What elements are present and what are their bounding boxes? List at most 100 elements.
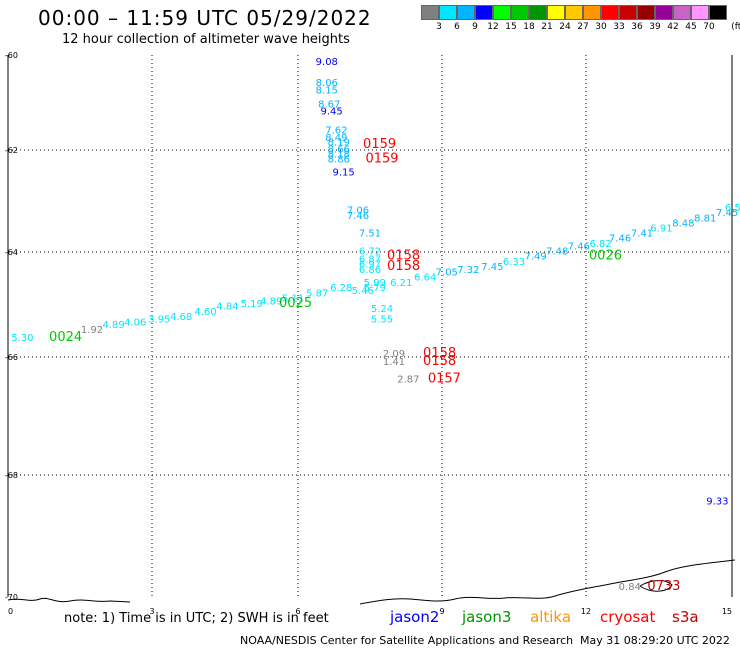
wave-height-label: 7.06 [347, 206, 369, 217]
axis-tick-label: -60 [5, 51, 18, 60]
wave-height-label: 6.87 [359, 254, 381, 265]
axis-tick-label: 12 [581, 607, 591, 616]
wave-height-label: 8.66 [328, 145, 350, 156]
wave-height-label: 7.05 [436, 267, 458, 278]
scale-swatch [655, 5, 673, 20]
wave-height-label: 5.87 [306, 288, 328, 299]
wave-height-label: 8.06 [316, 78, 338, 89]
wave-height-label: 6.82 [589, 239, 611, 250]
axis-tick-label: -66 [5, 353, 18, 362]
scale-label: 42 [667, 22, 679, 32]
wave-height-label: 7.32 [457, 265, 479, 276]
wave-height-label: 7.51 [359, 229, 381, 240]
wave-height-label: 6.91 [650, 224, 672, 235]
satellite-cryosat: cryosat [600, 608, 656, 626]
scale-swatch [547, 5, 565, 20]
pass-time-label: 0026 [589, 249, 622, 264]
scale-label: 12 [487, 22, 499, 32]
axis-tick-label: 6 [295, 607, 300, 616]
wave-height-label: 4.84 [216, 302, 238, 313]
coastline-island [639, 580, 673, 592]
wave-height-label: 7.48 [546, 246, 568, 257]
wave-height-label: 6.72 [359, 246, 381, 257]
wave-height-label: 2.87 [397, 375, 419, 386]
axis-tick-label: -70 [5, 593, 18, 602]
scale-label: 27 [577, 22, 589, 32]
coastline-bottom [7, 597, 131, 603]
footer-note: note: 1) Time is in UTC; 2) SWH is in fe… [64, 611, 329, 626]
wave-height-label: 6.28 [330, 283, 352, 294]
scale-swatch [583, 5, 601, 20]
chart-subtitle: 12 hour collection of altimeter wave hei… [62, 32, 350, 47]
pass-time-label: 0158 [387, 249, 420, 264]
scale-swatch [511, 5, 529, 20]
pass-time-label: 0025 [279, 296, 312, 311]
scale-swatch [457, 5, 475, 20]
scale-label: 24 [559, 22, 571, 32]
scale-label: 36 [631, 22, 643, 32]
satellite-s3a: s3a [672, 608, 699, 626]
scale-label: 30 [595, 22, 607, 32]
wave-height-label: 7.41 [631, 229, 653, 240]
wave-height-label: 1.92 [81, 325, 103, 336]
wave-height-label: 8.49 [325, 133, 347, 144]
scale-label: 18 [523, 22, 535, 32]
wave-height-label: 7.49 [524, 252, 546, 263]
axis-tick-label: 15 [722, 607, 732, 616]
credit-text: NOAA/NESDIS Center for Satellite Applica… [240, 634, 574, 647]
wave-height-label: 2.09 [383, 349, 405, 360]
wave-height-label: 4.06 [124, 317, 146, 328]
scale-label: 3 [436, 22, 442, 32]
wave-height-label: 7.46 [568, 241, 590, 252]
wave-height-label: 6.86 [359, 265, 381, 276]
pass-time-label: 0159 [363, 137, 396, 152]
satellite-jason3: jason3 [462, 608, 512, 626]
wave-height-label: 4.60 [194, 307, 216, 318]
wave-height-labels: 9.08 8.068.15 8.679.45 7.628.498.198.668.18… [11, 57, 740, 594]
wave-height-label: 7.45 [716, 208, 738, 219]
axis-tick-label: -64 [5, 248, 18, 257]
pass-time-label: 0157 [428, 372, 461, 387]
wave-height-label: 4.89 [260, 296, 282, 307]
coastline [7, 559, 736, 605]
coastline-right [359, 559, 736, 605]
wave-height-label: 8.67 [318, 100, 340, 111]
axis-tick-label: 0 [8, 607, 13, 616]
scale-swatch [673, 5, 691, 20]
wave-height-label: 7.46 [347, 211, 369, 222]
scale-label: 33 [613, 22, 625, 32]
scale-swatch [709, 5, 727, 20]
wave-height-label: 9.33 [706, 496, 728, 507]
scale-swatch [601, 5, 619, 20]
satellite-jason2: jason2 [390, 608, 440, 626]
wave-height-label: 9.15 [332, 167, 354, 178]
scale-swatch [565, 5, 583, 20]
wave-height-label: 0.84 [619, 582, 641, 593]
wave-height-label: 5.30 [11, 333, 33, 344]
wave-height-label: 6.21 [390, 278, 412, 289]
wave-height-label: 5.19 [241, 299, 263, 310]
chart-title: 00:00 – 11:59 UTC 05/29/2022 [38, 6, 372, 30]
scale-label: 6 [454, 22, 460, 32]
wave-height-label: 6.97 [359, 260, 381, 271]
wave-height-label: 7.62 [325, 126, 347, 137]
scale-swatch [529, 5, 547, 20]
scale-label: 70 [703, 22, 715, 32]
wave-height-label: 5.99 [364, 278, 386, 289]
wave-height-label: 8.15 [316, 85, 338, 96]
wave-height-label: 6.64 [414, 273, 436, 284]
pass-time-label: 0158 [423, 354, 456, 369]
wave-height-label: 8.18 [328, 150, 350, 161]
wave-height-label: 4.89 [102, 320, 124, 331]
pass-time-label: 0158 [387, 259, 420, 274]
generation-timestamp: May 31 08:29:20 UTC 2022 [580, 634, 730, 647]
wave-height-label: 7.45 [481, 262, 503, 273]
axis-tick-label: -62 [5, 146, 18, 155]
pass-time-label: 0158 [423, 346, 456, 361]
scale-swatch [493, 5, 511, 20]
scale-swatch [475, 5, 493, 20]
pass-time-label: 0024 [49, 330, 82, 345]
wave-height-label: 3.95 [148, 315, 170, 326]
wave-height-label: 5.24 [371, 304, 393, 315]
